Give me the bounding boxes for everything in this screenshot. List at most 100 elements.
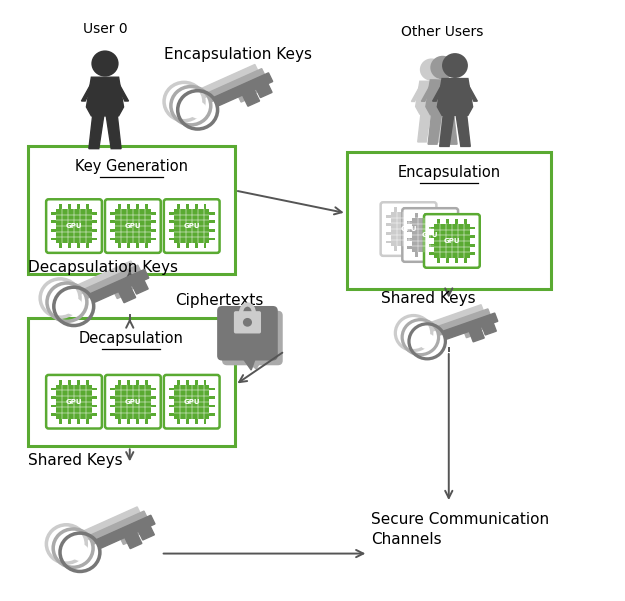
Bar	[209, 212, 214, 215]
Bar	[92, 229, 97, 231]
Polygon shape	[76, 261, 135, 294]
Text: GPU: GPU	[66, 398, 82, 404]
Bar	[437, 219, 440, 224]
Bar	[446, 258, 449, 263]
Circle shape	[175, 93, 193, 110]
Bar	[424, 213, 427, 218]
Circle shape	[189, 101, 207, 118]
Polygon shape	[89, 511, 148, 545]
Text: User 0: User 0	[82, 22, 127, 35]
Bar	[127, 380, 130, 385]
Text: Shared Keys: Shared Keys	[28, 453, 122, 468]
Circle shape	[431, 56, 455, 79]
Bar	[145, 380, 147, 385]
Bar	[426, 232, 431, 234]
Polygon shape	[139, 526, 154, 540]
Bar	[110, 221, 115, 223]
Circle shape	[58, 535, 75, 552]
Bar	[169, 221, 174, 223]
Text: GPU: GPU	[124, 223, 141, 229]
Polygon shape	[249, 79, 265, 93]
Polygon shape	[119, 286, 136, 303]
Bar	[209, 404, 214, 407]
Text: GPU: GPU	[400, 226, 417, 232]
Polygon shape	[207, 69, 266, 102]
Bar	[118, 380, 121, 385]
Bar	[429, 244, 434, 246]
Polygon shape	[90, 269, 149, 303]
Bar	[115, 209, 151, 243]
Bar	[424, 252, 427, 257]
Polygon shape	[469, 328, 484, 342]
Polygon shape	[119, 272, 134, 285]
Bar	[448, 230, 453, 232]
Bar	[426, 224, 431, 226]
Bar	[151, 404, 156, 407]
Bar	[68, 419, 71, 424]
Bar	[51, 404, 56, 407]
Bar	[169, 413, 174, 416]
Bar	[59, 419, 62, 424]
Polygon shape	[462, 323, 478, 338]
Circle shape	[442, 53, 468, 78]
Bar	[464, 258, 467, 263]
Text: GPU: GPU	[66, 223, 82, 229]
Polygon shape	[452, 85, 464, 102]
Bar	[145, 419, 147, 424]
Bar	[136, 419, 139, 424]
Polygon shape	[82, 507, 141, 540]
Bar	[429, 252, 434, 255]
Bar	[446, 219, 449, 224]
Polygon shape	[436, 309, 491, 335]
Bar	[204, 243, 206, 248]
Bar	[56, 209, 92, 243]
Circle shape	[412, 329, 429, 345]
Polygon shape	[111, 524, 128, 540]
Polygon shape	[96, 515, 155, 549]
Bar	[186, 419, 189, 424]
Bar	[174, 385, 209, 419]
Bar	[426, 215, 431, 218]
Polygon shape	[112, 282, 129, 299]
FancyBboxPatch shape	[46, 200, 102, 253]
Polygon shape	[86, 77, 124, 116]
Text: Encapsulation Keys: Encapsulation Keys	[164, 47, 312, 63]
Circle shape	[64, 540, 82, 557]
Bar	[186, 380, 189, 385]
Bar	[386, 232, 391, 234]
Bar	[408, 230, 412, 232]
Bar	[92, 388, 97, 390]
Bar	[416, 213, 418, 218]
Polygon shape	[118, 528, 135, 545]
Bar	[86, 419, 89, 424]
Text: Secure Communication
Channels: Secure Communication Channels	[371, 512, 549, 547]
Text: Decapsulation: Decapsulation	[79, 332, 184, 346]
Polygon shape	[432, 114, 445, 142]
Bar	[51, 413, 56, 416]
Polygon shape	[411, 87, 422, 102]
Bar	[92, 212, 97, 215]
Bar	[177, 243, 180, 248]
Bar	[86, 380, 89, 385]
Circle shape	[51, 290, 69, 307]
Polygon shape	[466, 84, 478, 101]
Polygon shape	[89, 116, 104, 148]
Polygon shape	[421, 85, 432, 102]
Bar	[433, 213, 436, 218]
Bar	[433, 252, 436, 257]
Polygon shape	[439, 115, 454, 147]
Bar	[110, 396, 115, 399]
Bar	[411, 207, 414, 212]
Bar	[115, 385, 151, 419]
Text: Ciphertexts: Ciphertexts	[176, 293, 264, 308]
Bar	[448, 246, 453, 249]
Bar	[421, 207, 423, 212]
Circle shape	[71, 544, 89, 561]
Polygon shape	[456, 319, 471, 334]
Text: GPU: GPU	[184, 223, 200, 229]
Bar	[174, 209, 209, 243]
Bar	[136, 204, 139, 209]
Bar	[469, 252, 475, 255]
Bar	[51, 396, 56, 399]
Bar	[68, 204, 71, 209]
